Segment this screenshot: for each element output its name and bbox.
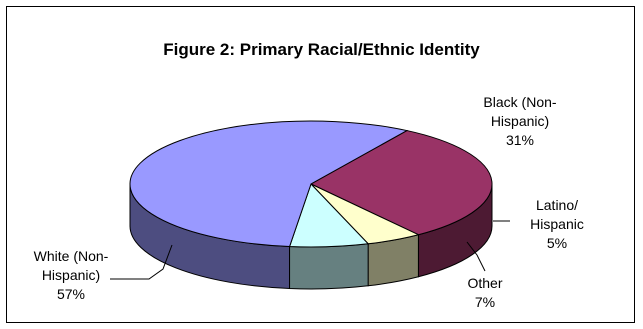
slice-label-latino: Latino/ Hispanic 5% (530, 196, 584, 253)
slice-label-other: Other 7% (467, 274, 502, 312)
slice-name-line: White (Non- (33, 248, 109, 264)
chart-frame: Figure 2: Primary Racial/Ethnic Identity… (6, 6, 635, 323)
slice-name-line: Other (467, 275, 503, 291)
slice-label-black: Black (Non- Hispanic) 31% (483, 93, 556, 150)
slice-name-line: Hispanic) (490, 113, 550, 129)
pie-chart (110, 120, 510, 290)
chart-title: Figure 2: Primary Racial/Ethnic Identity (163, 40, 480, 59)
slice-name-line: Latino/ (535, 197, 579, 213)
pie-slice-white (129, 120, 409, 248)
leader-line-other (466, 241, 486, 272)
leader-line-white (110, 244, 173, 280)
slice-label-white: White (Non- Hispanic) 57% (34, 247, 109, 304)
slice-value-label: 7% (474, 294, 496, 310)
pie-side-other (289, 243, 369, 290)
slice-value-label: 57% (56, 286, 86, 302)
slice-name-line: Black (Non- (483, 94, 557, 110)
slice-name-line: Hispanic) (41, 267, 101, 283)
slice-value-label: 31% (505, 132, 535, 148)
slice-value-label: 5% (546, 235, 568, 251)
pie-slice-black (309, 130, 493, 236)
slice-name-line: Hispanic (530, 216, 584, 232)
